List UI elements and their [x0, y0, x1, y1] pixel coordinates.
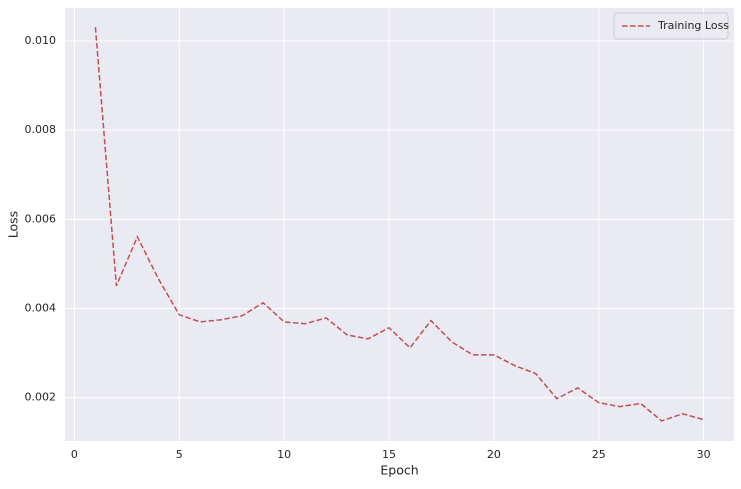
y-tick-label: 0.004	[25, 302, 57, 315]
legend-label: Training Loss	[657, 19, 729, 32]
y-tick-label: 0.002	[25, 391, 57, 404]
x-tick-label: 10	[277, 448, 291, 461]
x-tick-label: 0	[71, 448, 78, 461]
legend-box	[613, 12, 729, 40]
plot-area	[65, 8, 734, 441]
y-tick-label: 0.010	[25, 34, 57, 47]
x-tick-label: 30	[697, 448, 711, 461]
x-tick-label: 15	[382, 448, 396, 461]
y-tick-label: 0.006	[25, 212, 57, 225]
x-tick-label: 5	[176, 448, 183, 461]
x-tick-label: 25	[592, 448, 606, 461]
x-axis-label: Epoch	[380, 463, 418, 478]
x-tick-label: 20	[487, 448, 501, 461]
line-series	[94, 27, 704, 422]
y-axis-label: Loss	[6, 211, 21, 238]
y-tick-label: 0.008	[25, 123, 57, 136]
